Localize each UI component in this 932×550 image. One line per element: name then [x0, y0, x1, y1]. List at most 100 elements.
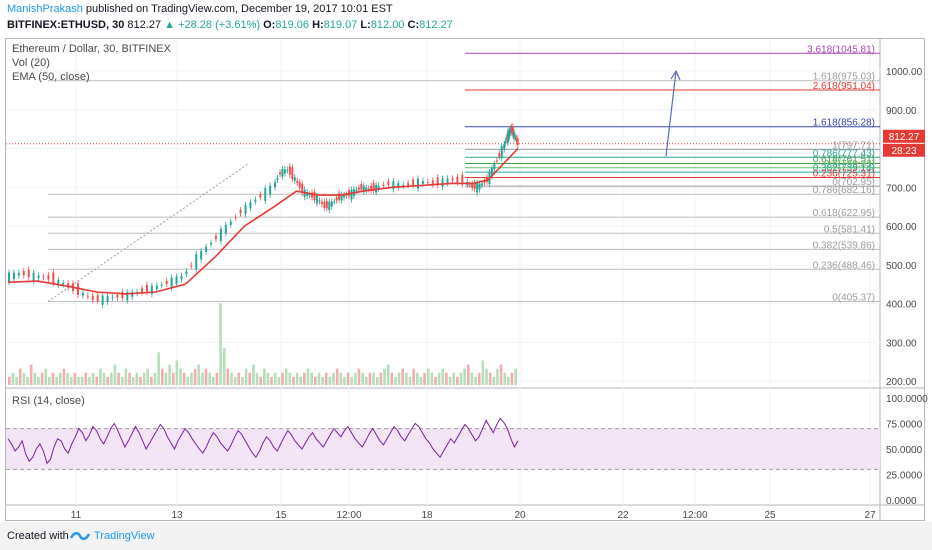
candle-body: [27, 269, 30, 278]
fib-level-label: 0.5(581.41): [824, 224, 875, 235]
author-link[interactable]: ManishPrakash: [7, 3, 83, 15]
candle-body: [180, 275, 183, 280]
volume-bar: [383, 368, 386, 385]
candle-body: [325, 200, 328, 209]
volume-bar: [69, 376, 73, 385]
volume-bar: [288, 372, 292, 385]
rsi-tick-label: 0.0000: [886, 496, 917, 507]
volume-bar: [113, 364, 117, 385]
volume-bar: [357, 368, 361, 385]
fib-level-label: 3.618(1045.81): [807, 44, 875, 55]
volume-bar: [37, 376, 40, 385]
price-tick-label: 1000.00: [886, 67, 923, 78]
fib-level-label: 2.618(951.04): [813, 81, 875, 92]
open-label: O:: [263, 19, 276, 31]
volume-bar: [135, 372, 139, 385]
time-badge-bg: [883, 143, 925, 157]
volume-bar: [106, 376, 109, 385]
close-label: C:: [407, 19, 420, 31]
main-legend[interactable]: Ethereum / Dollar, 30, BITFINEX: [12, 43, 171, 55]
ohlc-line: BITFINEX:ETHUSD, 30 812.27 ▲ +28.28 (+3.…: [7, 19, 453, 31]
volume-bar: [263, 368, 266, 385]
candle-body: [126, 292, 129, 301]
candle-body: [441, 178, 444, 187]
candle-body: [515, 137, 518, 141]
vol-legend[interactable]: Vol (20): [12, 57, 50, 69]
volume-bar: [365, 376, 368, 385]
volume-bar: [26, 376, 29, 385]
volume-bar: [339, 372, 343, 385]
candle-body: [42, 276, 45, 278]
time-tick-label: 11: [71, 510, 82, 521]
price-tick-label: 500.00: [886, 261, 917, 272]
candle-body: [165, 280, 168, 285]
candle-body: [335, 197, 338, 201]
volume-bar: [503, 372, 507, 385]
candle-body: [276, 178, 279, 180]
volume-bar: [284, 368, 288, 385]
candle-body: [481, 183, 484, 186]
volume-bar: [317, 372, 321, 385]
last-price: 812.27: [127, 19, 162, 31]
fib-level-label: 0.786(682.16): [813, 185, 875, 196]
volume-bar: [62, 368, 66, 385]
volume-bar: [77, 376, 80, 385]
volume-bar: [252, 364, 255, 385]
candle-body: [468, 184, 471, 186]
candle-body: [298, 182, 301, 188]
axes: 1000.00900.00800.00700.00600.00500.00400…: [71, 67, 928, 521]
candle-body: [200, 250, 203, 260]
candle-body: [308, 194, 311, 196]
volume-bar: [150, 376, 153, 385]
volume-bar: [426, 368, 430, 385]
volume-bar: [142, 372, 146, 385]
volume-bar: [456, 376, 459, 385]
candle-body: [8, 272, 10, 283]
volume-bar: [499, 364, 503, 385]
volume-bar: [445, 372, 448, 385]
time-tick-label: 15: [275, 510, 287, 521]
volume-bar: [40, 372, 44, 385]
candle-body: [451, 178, 454, 181]
ema-legend[interactable]: EMA (50, close): [12, 71, 90, 83]
volume-bar: [437, 372, 441, 385]
candle-body: [503, 144, 506, 150]
volume-bar: [303, 372, 306, 385]
candle-body: [516, 138, 519, 146]
volume-bar: [510, 372, 514, 385]
volume-bar: [66, 372, 69, 385]
volume-bar: [459, 372, 463, 385]
volume-bar: [55, 376, 58, 385]
candle-body: [333, 201, 336, 203]
volume-bar: [496, 368, 499, 385]
candle-body: [12, 272, 15, 279]
volume-bar: [474, 376, 477, 385]
publish-info: published on TradingView.com, December 1…: [85, 3, 393, 15]
volume-bar: [73, 372, 77, 385]
chart-frame[interactable]: [5, 38, 925, 521]
candle-body: [150, 285, 153, 295]
candle-body: [426, 182, 429, 184]
tradingview-brand[interactable]: TradingView: [94, 530, 155, 542]
fib-level-label: 0.5(750.33): [824, 159, 875, 170]
candle-body: [476, 183, 479, 193]
rsi-legend[interactable]: RSI (14, close): [12, 395, 85, 407]
volume-bar: [259, 376, 262, 385]
volume-bar: [255, 372, 259, 385]
volume-bar: [8, 376, 11, 385]
volume-bar: [164, 372, 168, 385]
volume-bar: [204, 368, 208, 385]
rsi-tick-label: 50.0000: [886, 445, 923, 456]
rsi-band: [6, 428, 880, 470]
volume-bar: [80, 376, 84, 385]
time-tick-label: 18: [421, 510, 433, 521]
candle-body: [106, 296, 109, 302]
rsi-panel: [6, 417, 880, 470]
candle-body: [190, 265, 193, 267]
candle-body: [490, 168, 493, 177]
time-badge: 28:23: [891, 146, 916, 157]
candle-body: [67, 283, 70, 288]
price-tick-label: 600.00: [886, 222, 917, 233]
volume-bar: [95, 376, 99, 385]
